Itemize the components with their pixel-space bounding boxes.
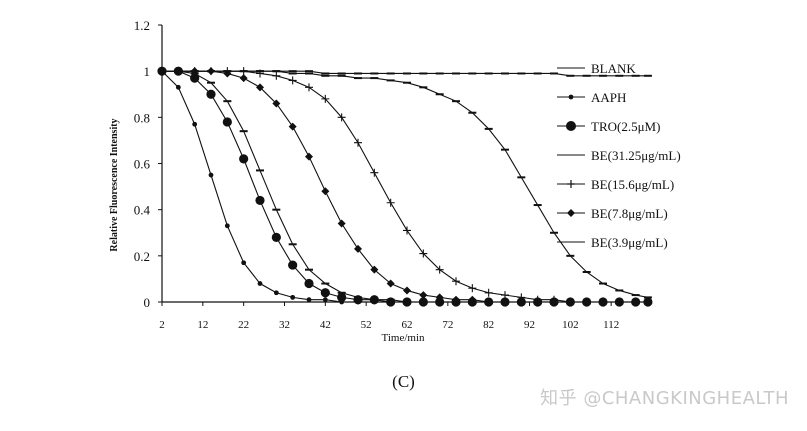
data-point-s4 bbox=[435, 265, 444, 274]
data-point-s5 bbox=[403, 286, 411, 295]
legend-marker-2 bbox=[566, 121, 576, 131]
data-point-s5 bbox=[386, 279, 395, 288]
data-point-s1 bbox=[224, 223, 230, 229]
legend-marker-4 bbox=[567, 180, 575, 188]
data-point-s1 bbox=[241, 260, 247, 266]
data-point-s5 bbox=[370, 265, 379, 274]
data-point-s5 bbox=[337, 219, 346, 228]
data-point-s4 bbox=[419, 249, 428, 258]
data-point-s5 bbox=[354, 244, 362, 253]
data-point-s5 bbox=[305, 152, 313, 161]
legend-label-3: BE(31.25μg/mL) bbox=[591, 148, 681, 163]
y-tick-label: 0.4 bbox=[134, 203, 151, 218]
data-point-s4 bbox=[272, 71, 281, 80]
data-point-s1 bbox=[290, 294, 296, 300]
data-point-s1 bbox=[175, 84, 181, 90]
data-point-s1 bbox=[208, 172, 214, 178]
x-tick-label: 22 bbox=[238, 319, 249, 331]
x-tick-label: 82 bbox=[483, 319, 494, 331]
data-point-s4 bbox=[321, 94, 330, 103]
legend-label-5: BE(7.8μg/mL) bbox=[591, 206, 668, 221]
y-tick-label: 0.6 bbox=[134, 157, 151, 172]
y-tick-label: 1 bbox=[144, 64, 151, 79]
data-point-s4 bbox=[501, 291, 509, 300]
data-point-s4 bbox=[452, 277, 460, 286]
data-point-s1 bbox=[273, 290, 279, 296]
data-point-s4 bbox=[256, 69, 264, 78]
data-point-s1 bbox=[192, 121, 198, 127]
data-point-s5 bbox=[435, 293, 444, 302]
y-tick-label: 1.2 bbox=[134, 18, 150, 33]
data-point-s2 bbox=[255, 195, 265, 206]
data-point-s1 bbox=[322, 297, 328, 303]
legend-label-2: TRO(2.5μM) bbox=[591, 119, 660, 134]
data-point-s4 bbox=[305, 83, 313, 92]
data-point-s2 bbox=[222, 117, 232, 127]
data-point-s4 bbox=[288, 76, 297, 85]
y-tick-label: 0.8 bbox=[134, 110, 150, 125]
data-point-s4 bbox=[484, 288, 493, 297]
legend-marker-5 bbox=[567, 209, 575, 217]
series-line-1 bbox=[161, 70, 648, 303]
figure-caption: (C) bbox=[392, 372, 415, 391]
data-point-s5 bbox=[321, 187, 330, 196]
data-point-s2 bbox=[206, 89, 216, 99]
x-tick-label: 52 bbox=[361, 319, 372, 331]
series-line-2 bbox=[162, 70, 648, 303]
data-point-s1 bbox=[306, 297, 312, 303]
data-point-s2 bbox=[320, 288, 330, 298]
data-point-s2 bbox=[271, 232, 281, 242]
data-point-s5 bbox=[223, 69, 232, 78]
y-axis-label: Relative Fluorescence Intensity bbox=[109, 118, 120, 251]
data-point-s2 bbox=[337, 292, 347, 302]
x-tick-label: 92 bbox=[524, 319, 535, 331]
data-point-s4 bbox=[239, 67, 248, 76]
x-tick-label: 12 bbox=[197, 319, 208, 331]
legend-label-6: BE(3.9μg/mL) bbox=[591, 235, 668, 250]
y-tick-label: 0.2 bbox=[134, 249, 150, 264]
x-axis-label: Time/min bbox=[382, 332, 425, 344]
data-point-s4 bbox=[468, 284, 477, 293]
x-tick-label: 72 bbox=[442, 319, 453, 331]
data-point-s4 bbox=[386, 198, 395, 207]
series-line-4 bbox=[162, 70, 648, 303]
legend-label-0: BLANK bbox=[591, 61, 636, 76]
x-tick-label: 112 bbox=[603, 319, 619, 331]
x-tick-label: 2 bbox=[159, 319, 165, 331]
x-tick-label: 102 bbox=[562, 319, 579, 331]
x-tick-label: 42 bbox=[320, 319, 331, 331]
data-point-s4 bbox=[337, 113, 346, 122]
data-point-s2 bbox=[239, 154, 249, 164]
data-point-s5 bbox=[256, 83, 264, 92]
plot-area: 0 0.2 0.4 0.6 0.8 1 1.2 2 12 22 32 42 52 62 72 82 92 102 1… bbox=[134, 18, 681, 331]
series-line-5 bbox=[162, 70, 648, 303]
data-point-s2 bbox=[190, 73, 200, 83]
x-tick-label: 32 bbox=[279, 319, 290, 331]
data-point-s4 bbox=[403, 226, 411, 235]
legend-marker-1 bbox=[568, 94, 574, 100]
data-point-s5 bbox=[207, 67, 215, 76]
data-point-s2 bbox=[304, 278, 314, 289]
y-tick-label: 0 bbox=[144, 295, 151, 310]
data-point-s2 bbox=[288, 260, 298, 270]
data-point-s5 bbox=[419, 291, 428, 300]
data-point-s4 bbox=[354, 138, 362, 147]
data-point-s4 bbox=[370, 168, 379, 177]
data-point-s1 bbox=[257, 281, 263, 286]
legend-label-4: BE(15.6μg/mL) bbox=[591, 177, 674, 192]
x-tick-label: 62 bbox=[402, 319, 413, 331]
series-line-6 bbox=[162, 70, 648, 303]
data-point-s5 bbox=[239, 74, 248, 83]
data-point-s5 bbox=[288, 122, 297, 131]
data-point-s5 bbox=[272, 99, 281, 108]
legend-label-1: AAPH bbox=[591, 90, 626, 105]
watermark: 知乎 @CHANGKINGHEALTH bbox=[540, 388, 789, 409]
